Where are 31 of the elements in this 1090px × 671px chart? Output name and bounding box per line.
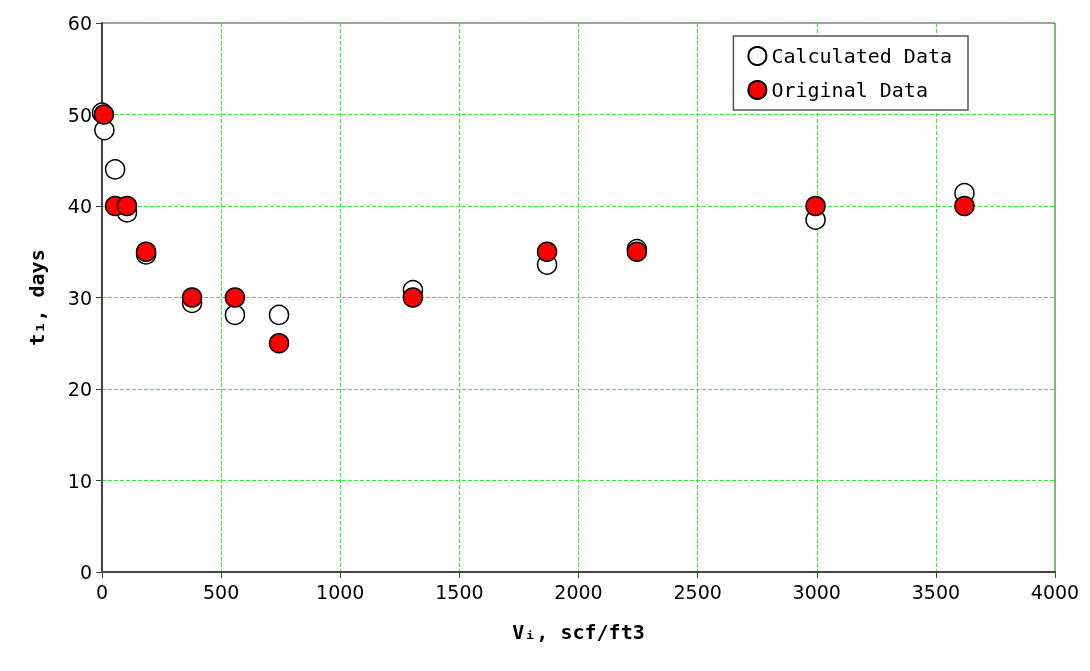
x-tick-label: 1000	[316, 580, 365, 603]
point	[224, 287, 246, 308]
y-tick-label: 20	[67, 378, 92, 400]
y-tick-label: 40	[67, 195, 92, 217]
x-tick-label: 0	[95, 580, 109, 603]
point	[402, 287, 424, 308]
x-tick-label: 1500	[435, 580, 484, 603]
point	[268, 333, 290, 354]
point	[268, 304, 290, 326]
x-tick-label: 4000	[1030, 580, 1080, 603]
x-tick-label: 3000	[792, 580, 841, 603]
y-axis-title: t₁, days	[25, 249, 49, 346]
x-tick-label: 2000	[554, 580, 603, 603]
legend-label: Original Data	[771, 78, 928, 102]
point	[104, 159, 126, 180]
y-tick-label: 50	[67, 103, 92, 126]
y-tick-label: 30	[67, 286, 92, 309]
point	[181, 287, 203, 308]
legend-label: Calculated Data	[771, 44, 953, 68]
x-tick-label: 3500	[911, 580, 961, 603]
y-tick-label: 0	[79, 561, 92, 583]
y-tick-label: 60	[67, 12, 92, 34]
point	[805, 195, 826, 217]
point	[536, 241, 558, 262]
x-tick-label: 500	[202, 580, 240, 603]
x-tick-label: 2500	[673, 580, 722, 603]
y-tick-label: 10	[67, 469, 92, 492]
point	[954, 195, 975, 217]
point	[116, 195, 138, 217]
x-axis-title: Vᵢ, scf/ft3	[512, 620, 645, 644]
point	[224, 304, 246, 326]
